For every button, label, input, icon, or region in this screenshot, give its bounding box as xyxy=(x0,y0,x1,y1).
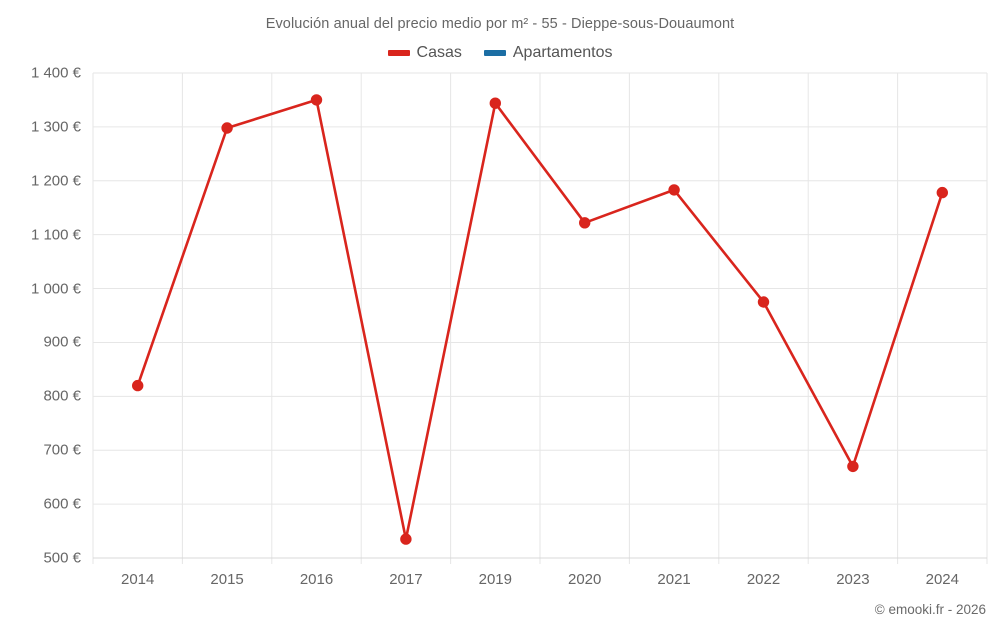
chart-legend: Casas Apartamentos xyxy=(0,45,1000,61)
chart-title: Evolución anual del precio medio por m² … xyxy=(265,16,735,32)
y-axis-tick-label: 1 300 € xyxy=(30,118,81,136)
legend-label-casas: Casas xyxy=(416,44,462,61)
y-axis-tick-label: 900 € xyxy=(43,333,81,351)
y-axis-tick-label: 1 000 € xyxy=(30,280,81,298)
legend-item-casas[interactable]: Casas xyxy=(387,44,462,61)
y-axis-tick-label: 500 € xyxy=(43,549,81,567)
y-axis-tick-label: 700 € xyxy=(43,441,81,459)
data-point[interactable] xyxy=(847,460,859,473)
x-axis-tick-label: 2022 xyxy=(746,571,781,588)
x-axis-tick-label: 2019 xyxy=(478,571,512,588)
x-axis-tick-label: 2024 xyxy=(925,571,959,588)
data-point[interactable] xyxy=(310,94,323,106)
y-axis-tick-label: 600 € xyxy=(43,495,81,513)
x-axis-tick-label: 2021 xyxy=(657,571,691,588)
data-point[interactable] xyxy=(757,296,770,308)
x-axis-tick-label: 2016 xyxy=(299,571,334,588)
x-axis-tick-label: 2020 xyxy=(568,571,602,588)
x-axis-tick-label: 2023 xyxy=(836,571,870,588)
data-point[interactable] xyxy=(221,122,233,134)
x-axis-tick-label: 2014 xyxy=(121,571,155,588)
series-line-casas xyxy=(136,98,944,541)
legend-swatch-casas xyxy=(387,50,410,56)
y-axis-tick-label: 1 200 € xyxy=(30,172,81,190)
data-point[interactable] xyxy=(668,184,680,196)
legend-item-apartamentos[interactable]: Apartamentos xyxy=(483,44,613,61)
legend-label-apartamentos: Apartamentos xyxy=(512,44,613,61)
legend-swatch-apartamentos xyxy=(483,50,506,56)
y-axis-tick-label: 1 100 € xyxy=(30,226,81,244)
data-point[interactable] xyxy=(489,97,501,109)
data-point[interactable] xyxy=(579,217,591,229)
y-axis-tick-label: 1 400 € xyxy=(30,64,81,82)
data-point[interactable] xyxy=(132,379,144,392)
data-point[interactable] xyxy=(400,533,412,545)
x-axis-tick-label: 2015 xyxy=(210,571,244,588)
y-axis-tick-label: 800 € xyxy=(43,387,81,405)
x-axis-tick-label: 2017 xyxy=(389,571,423,588)
data-point[interactable] xyxy=(936,186,948,199)
credit-text: © emooki.fr - 2026 xyxy=(874,602,986,617)
